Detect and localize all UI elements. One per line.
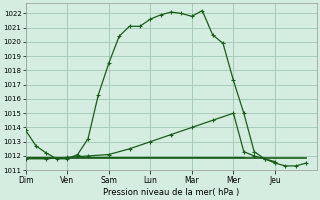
X-axis label: Pression niveau de la mer( hPa ): Pression niveau de la mer( hPa ) bbox=[103, 188, 239, 197]
